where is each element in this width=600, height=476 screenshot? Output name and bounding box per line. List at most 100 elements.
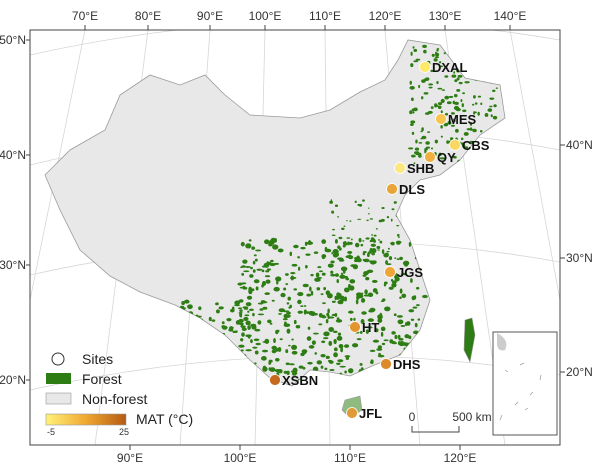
site-marker[interactable] [384, 266, 396, 278]
forest-patch [344, 344, 350, 348]
forest-patch [307, 361, 313, 365]
forest-patch [489, 105, 493, 108]
forest-patch [362, 240, 365, 242]
forest-patch [332, 249, 339, 255]
forest-patch [455, 163, 460, 167]
forest-patch [202, 337, 207, 341]
forest-patch [238, 375, 244, 379]
forest-patch [403, 375, 407, 381]
forest-patch [280, 292, 286, 298]
tick-top: 80°E [135, 9, 161, 23]
forest-patch [374, 328, 379, 333]
forest-patch [184, 314, 189, 317]
forest-patch [307, 326, 311, 330]
forest-patch [433, 288, 439, 294]
forest-patch [428, 344, 432, 348]
site-marker[interactable] [449, 139, 461, 151]
forest-patch [331, 210, 335, 214]
forest-patch [362, 252, 366, 256]
site-marker[interactable] [419, 61, 431, 73]
site-marker[interactable] [380, 358, 392, 370]
forest-patch [323, 331, 330, 337]
site-marker[interactable] [435, 113, 447, 125]
forest-patch [408, 335, 412, 340]
forest-patch [439, 65, 444, 68]
forest-patch [302, 366, 306, 370]
forest-patch [480, 102, 483, 106]
forest-patch [378, 352, 381, 356]
forest-patch [321, 340, 326, 344]
forest-patch [487, 108, 493, 112]
forest-patch [333, 330, 338, 334]
forest-patch [332, 376, 339, 379]
forest-patch [446, 101, 452, 105]
legend-mat-max: 25 [119, 427, 129, 437]
forest-patch [457, 74, 463, 78]
forest-patch [446, 140, 450, 144]
forest-patch [361, 311, 367, 315]
forest-patch [334, 273, 339, 277]
forest-patch [348, 254, 352, 259]
forest-patch [370, 243, 377, 247]
forest-patch [435, 51, 438, 55]
forest-patch [247, 310, 250, 313]
site-label: DLS [399, 182, 425, 197]
forest-patch [401, 293, 407, 299]
forest-patch [431, 324, 436, 329]
forest-patch [450, 112, 455, 115]
forest-patch [436, 80, 439, 85]
forest-patch [260, 300, 266, 304]
forest-patch [252, 346, 258, 349]
forest-patch [368, 207, 370, 209]
forest-patch [235, 330, 238, 333]
forest-patch [181, 331, 184, 336]
forest-patch [337, 216, 340, 218]
site-marker[interactable] [386, 183, 398, 195]
forest-patch [331, 300, 336, 303]
forest-patch [412, 46, 415, 49]
forest-patch [431, 53, 435, 57]
forest-patch [255, 249, 262, 252]
site-label: CBS [462, 138, 490, 153]
forest-patch [256, 268, 263, 271]
forest-patch [417, 318, 421, 321]
site-marker[interactable] [424, 151, 436, 163]
forest-patch [410, 51, 413, 56]
site-label: DHS [393, 357, 421, 372]
forest-patch [291, 344, 298, 350]
forest-patch [231, 306, 235, 311]
forest-patch [302, 283, 309, 288]
forest-patch [253, 325, 257, 330]
forest-patch [321, 239, 327, 244]
forest-patch [376, 348, 383, 351]
forest-patch [337, 359, 344, 363]
forest-patch [303, 305, 307, 307]
forest-patch [369, 349, 376, 353]
forest-patch [486, 64, 491, 68]
forest-patch [366, 326, 373, 329]
forest-patch [301, 349, 308, 354]
tick-top: 100°E [249, 9, 282, 23]
forest-patch [403, 347, 406, 351]
forest-patch [359, 330, 363, 334]
forest-patch [270, 259, 274, 263]
forest-patch [420, 137, 423, 140]
forest-patch [410, 278, 413, 283]
forest-patch [324, 367, 328, 371]
site-marker[interactable] [394, 162, 406, 174]
forest-patch [291, 263, 298, 267]
site-marker[interactable] [346, 407, 358, 419]
forest-patch [411, 154, 416, 158]
site-marker[interactable] [349, 321, 361, 333]
forest-patch [257, 302, 264, 305]
forest-patch [288, 344, 291, 347]
forest-patch [303, 309, 307, 315]
site-marker[interactable] [269, 374, 281, 386]
legend-sites: Sites [82, 351, 113, 367]
forest-patch [365, 237, 370, 240]
tick-top: 110°E [309, 9, 341, 23]
tick-top: 90°E [197, 9, 223, 23]
forest-patch [413, 295, 417, 300]
forest-patch [245, 302, 252, 307]
forest-patch [334, 204, 339, 208]
